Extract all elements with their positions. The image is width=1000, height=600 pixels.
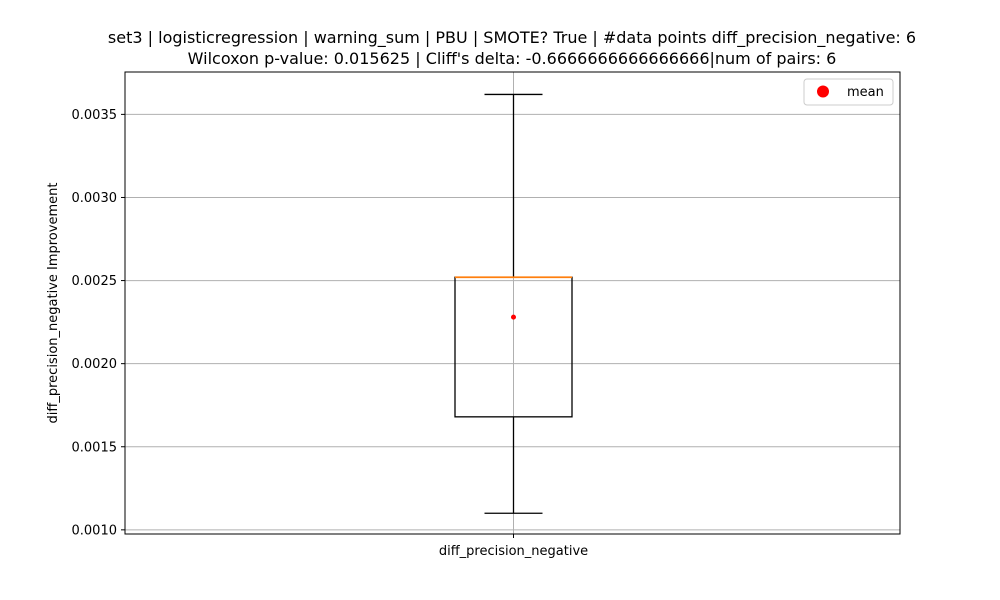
y-axis-ticks: 0.0010 0.0015 0.0020 0.0025 0.0030 0.0035 — [72, 108, 125, 538]
chart-title-line2: Wilcoxon p-value: 0.015625 | Cliff's del… — [188, 49, 837, 68]
grid-lines — [125, 72, 900, 534]
y-tick-label: 0.0010 — [72, 523, 118, 538]
legend: mean — [803, 78, 894, 106]
x-tick-label: diff_precision_negative — [439, 544, 588, 559]
y-tick-label: 0.0015 — [72, 440, 118, 455]
legend-mean-label: mean — [847, 85, 884, 100]
legend-mean-marker — [817, 85, 829, 98]
y-tick-label: 0.0035 — [72, 108, 118, 123]
legend-frame — [803, 78, 894, 106]
boxplot-group — [454, 93, 573, 514]
y-axis-label: diff_precision_negative Improvement — [46, 183, 61, 424]
plot-frame — [124, 71, 901, 535]
y-tick-label: 0.0030 — [72, 191, 118, 206]
x-axis-ticks: diff_precision_negative — [439, 534, 588, 559]
chart-title-line1: set3 | logisticregression | warning_sum … — [108, 28, 916, 48]
y-tick-label: 0.0025 — [72, 274, 118, 289]
y-tick-label: 0.0020 — [72, 357, 118, 372]
mean-marker — [511, 314, 516, 320]
